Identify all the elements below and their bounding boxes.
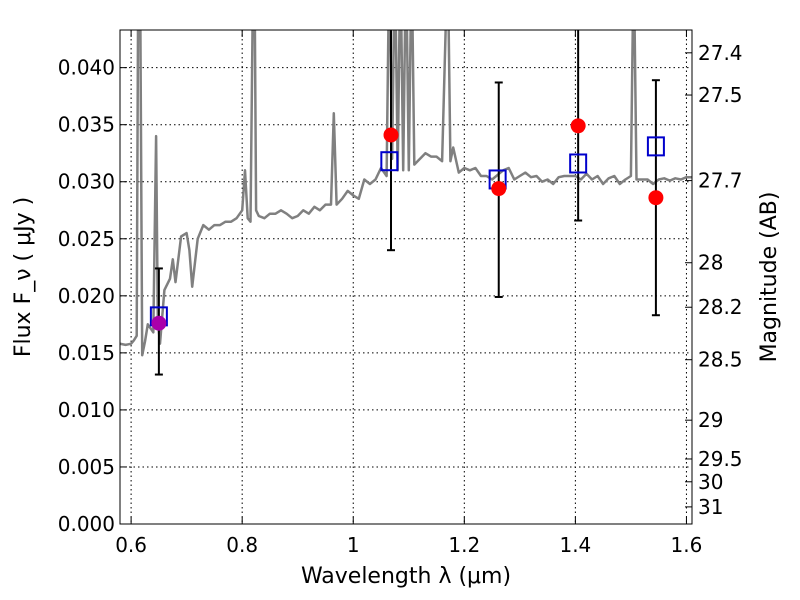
x-tick-label: 1.6	[671, 533, 703, 557]
model-spectrum-line	[120, 30, 692, 357]
y-tick-label: 0.000	[58, 512, 115, 536]
model-point-square	[380, 151, 399, 172]
y-tick-label: 0.040	[58, 56, 115, 80]
y2-tick-label: 28.2	[698, 295, 743, 319]
x-tick-label: 1.4	[559, 533, 591, 557]
y2-tick-label: 27.5	[698, 83, 743, 107]
x-tick-label: 1	[347, 533, 360, 557]
observed-point-circle	[491, 181, 507, 197]
model-spectrum-layer	[120, 30, 692, 357]
y2-tick-label: 28.5	[698, 348, 743, 372]
x-axis-label: Wavelength λ (μm)	[301, 564, 511, 589]
plot-frame	[119, 29, 693, 525]
y2-axis-label: Magnitude (AB)	[757, 192, 782, 363]
x-tick-label: 0.8	[226, 533, 258, 557]
y2-tick-label: 27.4	[698, 41, 743, 65]
y-tick-label: 0.015	[58, 341, 115, 365]
y-tick-label: 0.010	[58, 398, 115, 422]
observed-point-circle	[570, 118, 586, 134]
grid	[120, 30, 692, 525]
y-tick-labels: 0.000 0.005 0.010 0.015 0.020 0.025 0.030 0.035…	[58, 56, 115, 536]
y2-tick-label: 27.7	[698, 169, 743, 193]
observed-point-circle	[383, 127, 399, 143]
y2-tick-label: 29	[698, 408, 723, 432]
y2-tick-label: 29.5	[698, 447, 743, 471]
observed-point-circle	[648, 190, 664, 206]
y2-tick-label: 28	[698, 251, 723, 275]
y-tick-label: 0.005	[58, 455, 115, 479]
x-tick-label: 1.2	[448, 533, 480, 557]
observed-point-circle	[151, 315, 167, 331]
y-tick-label: 0.025	[58, 227, 115, 251]
y-tick-label: 0.035	[58, 113, 115, 137]
axis-ticks	[120, 30, 692, 525]
y-axis-label: Flux F_ν ( μJy )	[11, 197, 36, 357]
y2-tick-label: 31	[698, 495, 723, 519]
data-markers	[149, 118, 665, 331]
y-tick-label: 0.020	[58, 284, 115, 308]
x-tick-labels: 0.6 0.8 1 1.2 1.4 1.6	[115, 533, 702, 557]
model-point-square	[569, 153, 588, 174]
model-point-square	[646, 136, 665, 157]
y-tick-label: 0.030	[58, 170, 115, 194]
x-tick-label: 0.6	[115, 533, 147, 557]
y2-tick-label: 30	[698, 470, 723, 494]
